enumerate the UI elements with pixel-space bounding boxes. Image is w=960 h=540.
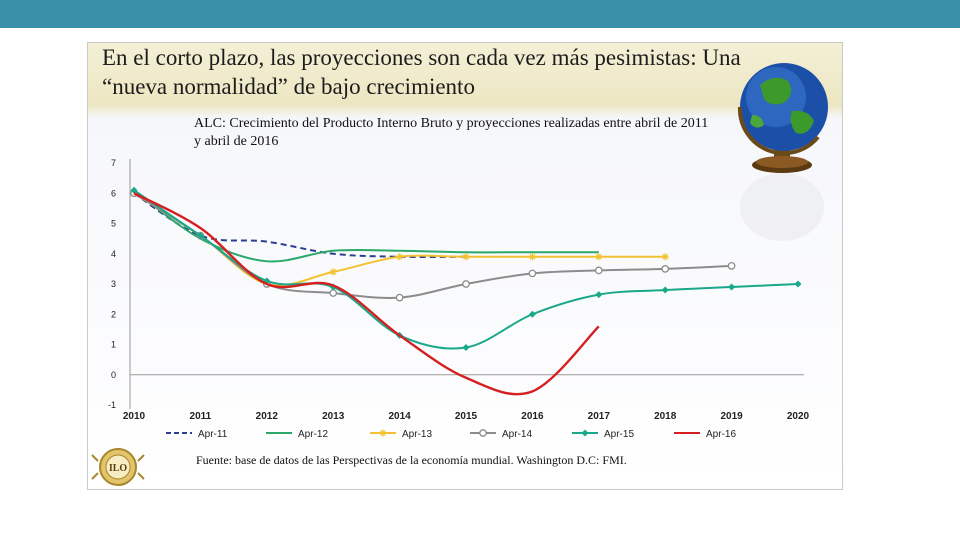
y-tick-label: 3 xyxy=(111,279,116,289)
legend-label: Apr-11 xyxy=(198,429,228,440)
growth-line-chart: -1 0 1 2 3 4 5 6 7 2010 2011 2012 2013 2014 2015 2016 20… xyxy=(108,158,810,440)
data-point xyxy=(263,277,271,285)
series-line-apr-14 xyxy=(133,192,732,299)
data-point xyxy=(329,289,338,297)
x-tick-label: 2020 xyxy=(787,411,810,422)
slide-panel: En el corto plazo, las proyecciones son … xyxy=(87,42,843,490)
y-tick-label: 5 xyxy=(111,219,116,229)
y-tick-label: 7 xyxy=(111,158,116,168)
x-tick-label: 2016 xyxy=(521,411,544,422)
data-point xyxy=(661,265,670,273)
globe-icon xyxy=(737,63,828,241)
series-line-apr-12 xyxy=(133,189,599,263)
data-point xyxy=(581,429,589,437)
series-line-apr-11 xyxy=(133,192,467,258)
data-point xyxy=(727,262,736,270)
chart-title: ALC: Crecimiento del Producto Interno Br… xyxy=(194,116,709,149)
y-tick-label: -1 xyxy=(108,400,116,410)
ilo-logo: ILO xyxy=(91,448,145,486)
legend-label: Apr-16 xyxy=(706,429,736,440)
y-tick-label: 0 xyxy=(111,370,116,380)
data-point xyxy=(395,293,404,302)
source-note: Fuente: base de datos de las Perspectiva… xyxy=(196,453,627,467)
x-tick-label: 2013 xyxy=(322,411,345,422)
data-point xyxy=(595,291,603,299)
top-accent-bar xyxy=(0,0,960,28)
y-tick-label: 2 xyxy=(111,309,116,319)
data-point xyxy=(462,253,470,261)
data-point xyxy=(479,429,487,437)
data-point xyxy=(528,269,537,278)
x-tick-label: 2017 xyxy=(588,411,611,422)
data-point xyxy=(462,280,470,288)
y-tick-label: 1 xyxy=(111,340,116,350)
data-point xyxy=(329,268,337,276)
data-point xyxy=(130,186,138,194)
x-tick-label: 2018 xyxy=(654,411,677,422)
y-tick-label: 4 xyxy=(111,249,116,259)
data-point xyxy=(794,280,802,288)
series-line-apr-15 xyxy=(133,189,799,350)
data-point xyxy=(528,253,536,261)
data-point xyxy=(661,253,669,261)
data-point xyxy=(379,429,387,437)
legend-label: Apr-13 xyxy=(402,429,432,440)
data-point xyxy=(196,232,204,240)
x-tick-label: 2010 xyxy=(123,411,146,422)
svg-text:ILO: ILO xyxy=(109,463,128,474)
data-point xyxy=(594,266,603,275)
slide-title: En el corto plazo, las proyecciones son … xyxy=(102,45,741,99)
x-tick-label: 2019 xyxy=(720,411,743,422)
data-point xyxy=(528,310,536,318)
data-point xyxy=(462,344,470,352)
x-tick-label: 2015 xyxy=(455,411,478,422)
legend-label: Apr-15 xyxy=(604,429,634,440)
x-tick-label: 2014 xyxy=(388,411,411,422)
legend-label: Apr-14 xyxy=(502,429,532,440)
data-point xyxy=(396,253,404,261)
y-tick-label: 6 xyxy=(111,188,116,198)
legend-label: Apr-12 xyxy=(298,429,328,440)
x-tick-label: 2012 xyxy=(256,411,279,422)
data-point xyxy=(728,283,736,291)
data-point xyxy=(595,253,603,261)
series-line-apr-16 xyxy=(133,192,600,396)
data-point xyxy=(661,286,669,294)
x-tick-label: 2011 xyxy=(190,411,212,422)
